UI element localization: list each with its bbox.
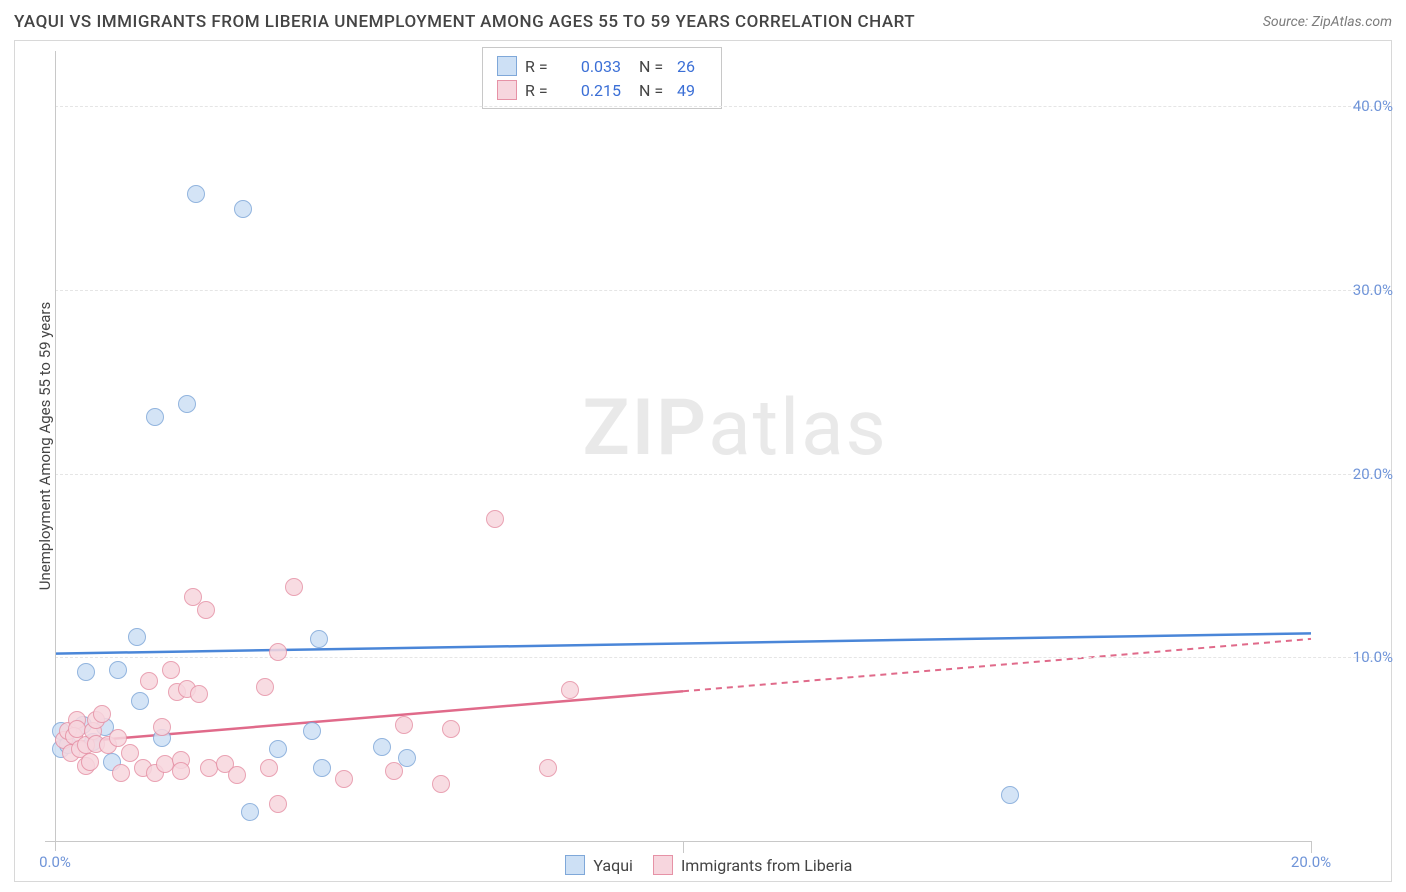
legend-correlation-row: R = 0.215 N = 49 [497, 78, 707, 102]
trend-line-extrapolated [683, 639, 1311, 691]
data-point [269, 740, 287, 758]
data-point [385, 762, 403, 780]
plot-area: Unemployment Among Ages 55 to 59 years Z… [55, 51, 1311, 841]
data-point [234, 200, 252, 218]
chart-title: YAQUI VS IMMIGRANTS FROM LIBERIA UNEMPLO… [14, 12, 915, 32]
data-point [228, 766, 246, 784]
data-point [109, 661, 127, 679]
legend-series: Yaqui Immigrants from Liberia [565, 855, 852, 875]
x-tick-label: 20.0% [1291, 853, 1331, 871]
y-tick-label: 30.0% [1323, 281, 1393, 299]
trend-line [55, 691, 683, 743]
data-point [172, 762, 190, 780]
r-label: R = [525, 57, 555, 76]
legend-swatch [653, 855, 673, 875]
data-point [373, 738, 391, 756]
title-bar: YAQUI VS IMMIGRANTS FROM LIBERIA UNEMPLO… [14, 12, 1392, 32]
data-point [260, 759, 278, 777]
gridline [55, 657, 1391, 658]
data-point [256, 678, 274, 696]
data-point [395, 716, 413, 734]
data-point [121, 744, 139, 762]
r-value: 0.033 [563, 57, 621, 76]
data-point [269, 643, 287, 661]
data-point [303, 722, 321, 740]
data-point [486, 510, 504, 528]
data-point [93, 705, 111, 723]
data-point [162, 661, 180, 679]
data-point [432, 775, 450, 793]
legend-series-item: Immigrants from Liberia [653, 855, 852, 875]
data-point [335, 770, 353, 788]
x-tick-mark [683, 841, 684, 853]
data-point [285, 578, 303, 596]
legend-series-item: Yaqui [565, 855, 633, 875]
data-point [442, 720, 460, 738]
watermark-zip: ZIP [583, 383, 709, 474]
legend-series-label: Immigrants from Liberia [681, 856, 852, 875]
data-point [112, 764, 130, 782]
chart-container: Unemployment Among Ages 55 to 59 years Z… [14, 40, 1392, 882]
legend-swatch [497, 56, 517, 76]
data-point [310, 630, 328, 648]
data-point [197, 601, 215, 619]
x-tick-label: 0.0% [39, 853, 71, 871]
legend-correlation: R = 0.033 N = 26 R = 0.215 N = 49 [482, 47, 722, 109]
data-point [146, 408, 164, 426]
gridline [55, 106, 1391, 107]
data-point [539, 759, 557, 777]
watermark: ZIPatlas [583, 383, 888, 474]
gridline [55, 474, 1391, 475]
data-point [131, 692, 149, 710]
data-point [1001, 786, 1019, 804]
x-axis-line [45, 841, 1311, 842]
source-attribution: Source: ZipAtlas.com [1263, 14, 1392, 30]
n-label: N = [639, 81, 669, 100]
watermark-atlas: atlas [708, 383, 888, 474]
data-point [153, 718, 171, 736]
legend-series-label: Yaqui [593, 856, 633, 875]
data-point [241, 803, 259, 821]
r-label: R = [525, 81, 555, 100]
y-tick-label: 20.0% [1323, 465, 1393, 483]
data-point [269, 795, 287, 813]
y-axis-label: Unemployment Among Ages 55 to 59 years [36, 302, 54, 590]
gridline [55, 290, 1391, 291]
data-point [190, 685, 208, 703]
legend-correlation-row: R = 0.033 N = 26 [497, 54, 707, 78]
data-point [140, 672, 158, 690]
data-point [128, 628, 146, 646]
legend-swatch [497, 80, 517, 100]
data-point [313, 759, 331, 777]
data-point [561, 681, 579, 699]
data-point [81, 753, 99, 771]
n-value: 26 [677, 57, 707, 76]
r-value: 0.215 [563, 81, 621, 100]
data-point [109, 729, 127, 747]
y-tick-label: 40.0% [1323, 97, 1393, 115]
data-point [77, 663, 95, 681]
y-tick-label: 10.0% [1323, 648, 1393, 666]
data-point [187, 185, 205, 203]
legend-swatch [565, 855, 585, 875]
trend-line [55, 633, 1311, 653]
data-point [178, 395, 196, 413]
n-value: 49 [677, 81, 707, 100]
n-label: N = [639, 57, 669, 76]
x-tick-mark [1311, 841, 1312, 853]
